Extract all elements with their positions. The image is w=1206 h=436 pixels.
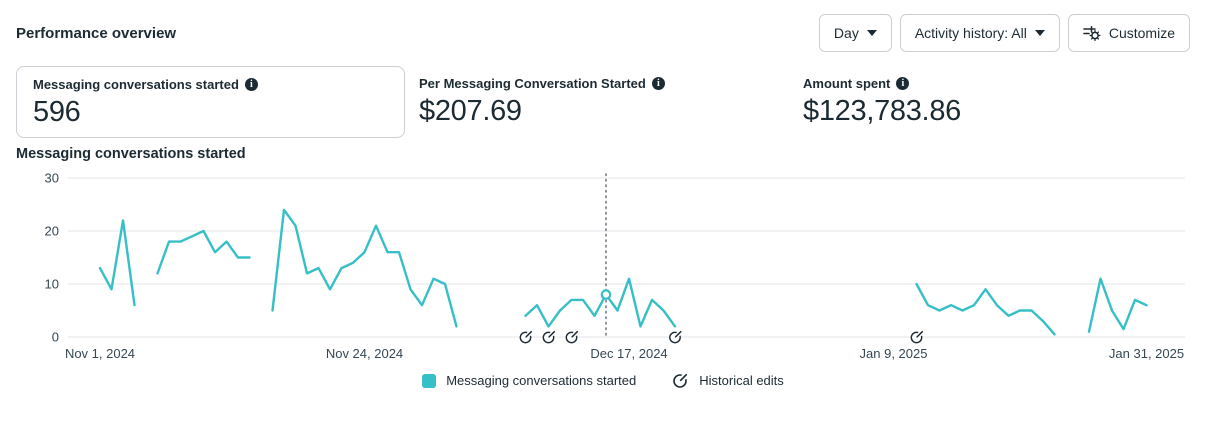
series-line — [915, 282, 1056, 336]
hover-point-marker — [600, 289, 612, 300]
historical-edit-marker[interactable] — [519, 330, 533, 344]
x-tick-label: Nov 1, 2024 — [65, 346, 135, 361]
line-chart: 0 10 20 30 Nov 1, 2024 Nov 24, 2024 Dec 17, 20… — [16, 166, 1190, 366]
activity-history-label: Activity history: All — [914, 25, 1027, 41]
x-tick-label: Nov 24, 2024 — [326, 346, 403, 361]
page-title: Performance overview — [16, 24, 177, 42]
y-tick-label: 20 — [45, 224, 59, 239]
time-breakdown-label: Day — [833, 25, 859, 41]
customize-icon — [1083, 25, 1101, 41]
legend-item-historical-edits: Historical edits — [672, 372, 784, 389]
metric-card-amount-spent[interactable]: Amount spent $123,783.86 — [803, 66, 1190, 138]
historical-edit-marker[interactable] — [565, 330, 579, 344]
historical-edit-icon — [673, 373, 688, 388]
y-tick-label: 30 — [45, 171, 59, 186]
series-line — [1087, 277, 1148, 333]
metric-value: $207.69 — [419, 95, 522, 127]
series-line — [98, 219, 136, 307]
x-tick-label: Dec 17, 2024 — [590, 346, 667, 361]
x-tick-label: Jan 9, 2025 — [860, 346, 928, 361]
toolbar: Day Activity history: All — [818, 14, 1190, 52]
chart-legend: Messaging conversations started Historic… — [16, 372, 1190, 389]
historical-edit-marker[interactable] — [669, 330, 682, 344]
chevron-down-icon — [866, 30, 877, 36]
topbar: Performance overview Day Activity histor… — [16, 14, 1190, 52]
info-icon[interactable] — [896, 77, 910, 90]
customize-button[interactable]: Customize — [1067, 14, 1190, 52]
metric-label-text: Messaging conversations started — [33, 77, 239, 92]
info-icon[interactable] — [651, 77, 665, 90]
info-icon[interactable] — [244, 78, 258, 91]
historical-edit-marker[interactable] — [542, 330, 556, 344]
legend-item-series: Messaging conversations started — [422, 373, 636, 388]
metric-value: 596 — [33, 96, 81, 128]
time-breakdown-dropdown[interactable]: Day — [818, 14, 892, 52]
metric-label: Per Messaging Conversation Started — [419, 76, 803, 91]
chart-title: Messaging conversations started — [16, 146, 246, 162]
legend-historical-edits-label: Historical edits — [699, 373, 784, 388]
metric-label: Messaging conversations started — [33, 77, 388, 92]
customize-label: Customize — [1108, 25, 1175, 41]
series-line — [156, 229, 251, 275]
y-tick-label: 10 — [45, 277, 59, 292]
series-line — [524, 277, 677, 328]
metric-cards-row: Messaging conversations started 596 Per … — [16, 66, 1190, 138]
metric-card-per-messaging-conversation-started[interactable]: Per Messaging Conversation Started $207.… — [419, 66, 803, 138]
metric-label: Amount spent — [803, 76, 1190, 91]
y-tick-label: 0 — [52, 330, 59, 345]
series-swatch — [422, 373, 437, 388]
chart-canvas[interactable]: 0 10 20 30 Nov 1, 2024 Nov 24, 2024 Dec 17, 20… — [16, 166, 1190, 366]
series-line — [271, 208, 458, 328]
chevron-down-icon — [1034, 30, 1045, 36]
activity-history-dropdown[interactable]: Activity history: All — [899, 14, 1060, 52]
legend-series-label: Messaging conversations started — [446, 373, 637, 388]
x-tick-label: Jan 31, 2025 — [1109, 346, 1184, 361]
metric-label-text: Amount spent — [803, 76, 891, 91]
historical-edit-marker[interactable] — [910, 330, 924, 344]
performance-overview-panel: Performance overview Day Activity histor… — [0, 0, 1206, 397]
metric-card-messaging-conversations-started[interactable]: Messaging conversations started 596 — [16, 66, 405, 138]
metric-label-text: Per Messaging Conversation Started — [419, 76, 646, 91]
metric-value: $123,783.86 — [803, 95, 961, 127]
